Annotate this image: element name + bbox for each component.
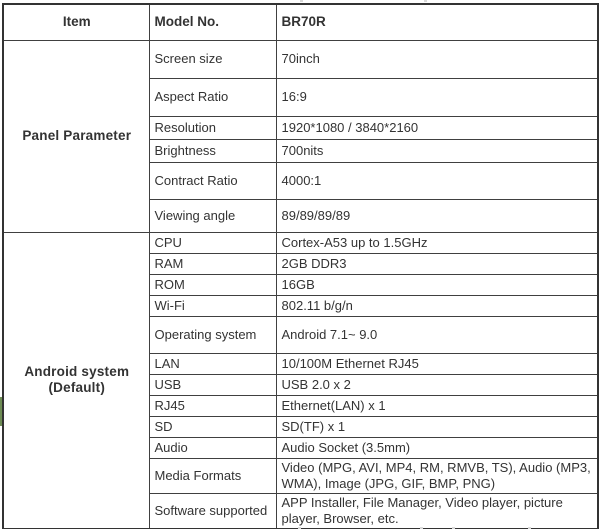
row-label-audio: Audio [148, 436, 277, 459]
section-title-line: (Default) [48, 380, 106, 395]
row-label-sd: SD [148, 415, 277, 438]
row-label-screen-size: Screen size [148, 39, 277, 79]
table-header-row: Item Model No. BR70R [2, 3, 599, 41]
row-label-operating-system: Operating system [148, 315, 277, 354]
table-row: LAN 10/100M Ethernet RJ45 [3, 352, 599, 375]
row-label-lan: LAN [148, 352, 277, 375]
row-value-audio: Audio Socket (3.5mm) [275, 436, 599, 459]
row-value-wifi: 802.11 b/g/n [275, 294, 599, 317]
table-row: Media Formats Video (MPG, AVI, MP4, RM, … [3, 457, 599, 494]
row-value-operating-system: Android 7.1~ 9.0 [275, 315, 599, 354]
table-row: Contract Ratio 4000:1 [3, 161, 599, 200]
green-edge-marker [0, 397, 2, 426]
table-row: USB USB 2.0 x 2 [3, 373, 599, 396]
row-label-contract-ratio: Contract Ratio [148, 161, 277, 200]
table-row: Aspect Ratio 16:9 [3, 77, 599, 117]
row-label-usb: USB [148, 373, 277, 396]
row-value-brightness: 700nits [275, 138, 599, 163]
table-row: Panel Parameter Screen size 70inch [2, 39, 599, 233]
section-title-panel-parameter: Panel Parameter [2, 39, 150, 233]
crop-tick [420, 527, 423, 529]
crop-tick [298, 527, 301, 529]
row-value-rj45: Ethernet(LAN) x 1 [275, 394, 599, 417]
row-label-rj45: RJ45 [148, 394, 277, 417]
row-value-software-supported: APP Installer, File Manager, Video playe… [275, 492, 599, 529]
row-value-rom: 16GB [275, 273, 599, 296]
crop-tick [424, 0, 427, 2]
crop-tick [528, 527, 531, 529]
row-value-ram: 2GB DDR3 [275, 252, 599, 275]
table-row: Android system (Default) CPU Cortex-A53 … [2, 231, 599, 529]
row-label-wifi: Wi-Fi [148, 294, 277, 317]
row-value-viewing-angle: 89/89/89/89 [275, 198, 599, 233]
table-row: SD SD(TF) x 1 [3, 415, 599, 438]
row-label-rom: ROM [148, 273, 277, 296]
row-value-lan: 10/100M Ethernet RJ45 [275, 352, 599, 375]
table-row: Software supported APP Installer, File M… [3, 492, 599, 529]
section-title-line: Android system [24, 364, 130, 379]
row-label-media-formats: Media Formats [148, 457, 277, 494]
row-label-cpu: CPU [148, 231, 277, 254]
section-title-android-system: Android system (Default) [2, 231, 150, 529]
row-label-brightness: Brightness [148, 138, 277, 163]
row-label-software-supported: Software supported [148, 492, 277, 529]
row-label-viewing-angle: Viewing angle [148, 198, 277, 233]
row-value-resolution: 1920*1080 / 3840*2160 [275, 115, 599, 140]
row-value-cpu: Cortex-A53 up to 1.5GHz [275, 231, 599, 254]
header-item-cell: Item [2, 3, 150, 41]
table-row: Viewing angle 89/89/89/89 [3, 198, 599, 233]
row-label-aspect-ratio: Aspect Ratio [148, 77, 277, 117]
crop-tick [300, 0, 303, 2]
table-row: Brightness 700nits [3, 138, 599, 163]
row-value-media-formats: Video (MPG, AVI, MP4, RM, RMVB, TS), Aud… [275, 457, 599, 494]
table-row: Resolution 1920*1080 / 3840*2160 [3, 115, 599, 140]
row-label-ram: RAM [148, 252, 277, 275]
spec-table: Item Model No. BR70R Panel Parameter Scr… [2, 3, 599, 529]
row-label-resolution: Resolution [148, 115, 277, 140]
header-model-value-cell: BR70R [275, 3, 599, 41]
row-value-aspect-ratio: 16:9 [275, 77, 599, 117]
row-value-usb: USB 2.0 x 2 [275, 373, 599, 396]
row-value-contract-ratio: 4000:1 [275, 161, 599, 200]
row-value-screen-size: 70inch [275, 39, 599, 79]
header-model-label-cell: Model No. [148, 3, 277, 41]
table-row: Audio Audio Socket (3.5mm) [3, 436, 599, 459]
row-value-sd: SD(TF) x 1 [275, 415, 599, 438]
crop-tick [452, 527, 455, 529]
section-title-line: Panel Parameter [22, 128, 132, 143]
